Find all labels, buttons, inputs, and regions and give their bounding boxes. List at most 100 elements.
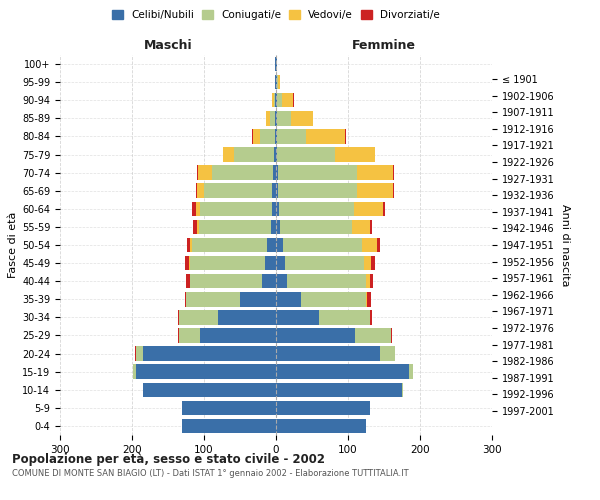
Bar: [275, 111, 276, 126]
Y-axis label: Fasce di età: Fasce di età: [8, 212, 18, 278]
Bar: [272, 93, 274, 108]
Bar: [293, 93, 294, 108]
Y-axis label: Anni di nascita: Anni di nascita: [560, 204, 570, 286]
Bar: [283, 93, 293, 108]
Bar: [366, 274, 370, 288]
Bar: [272, 202, 276, 216]
Bar: [280, 220, 352, 234]
Bar: [277, 129, 305, 144]
Bar: [276, 292, 301, 306]
Bar: [193, 202, 196, 216]
Bar: [355, 202, 383, 216]
Bar: [196, 184, 197, 198]
Bar: [276, 202, 279, 216]
Bar: [358, 166, 394, 180]
Bar: [276, 184, 278, 198]
Bar: [277, 75, 278, 90]
Bar: [269, 111, 275, 126]
Bar: [391, 328, 392, 342]
Bar: [133, 364, 136, 379]
Text: COMUNE DI MONTE SAN BIAGIO (LT) - Dati ISTAT 1° gennaio 2002 - Elaborazione TUTT: COMUNE DI MONTE SAN BIAGIO (LT) - Dati I…: [12, 469, 409, 478]
Bar: [276, 93, 277, 108]
Bar: [182, 418, 276, 433]
Bar: [187, 238, 190, 252]
Bar: [252, 129, 253, 144]
Bar: [278, 75, 280, 90]
Bar: [275, 75, 276, 90]
Bar: [196, 202, 200, 216]
Bar: [305, 129, 345, 144]
Bar: [182, 400, 276, 415]
Bar: [178, 310, 179, 324]
Bar: [276, 256, 284, 270]
Bar: [179, 328, 200, 342]
Bar: [212, 166, 273, 180]
Bar: [276, 220, 280, 234]
Text: Femmine: Femmine: [352, 40, 416, 52]
Bar: [223, 148, 234, 162]
Bar: [197, 220, 199, 234]
Legend: Celibi/Nubili, Coniugati/e, Vedovi/e, Divorziati/e: Celibi/Nubili, Coniugati/e, Vedovi/e, Di…: [110, 8, 442, 22]
Bar: [199, 220, 271, 234]
Bar: [200, 202, 272, 216]
Bar: [190, 238, 192, 252]
Bar: [192, 238, 268, 252]
Bar: [276, 75, 277, 90]
Bar: [370, 274, 373, 288]
Bar: [276, 238, 283, 252]
Bar: [262, 274, 276, 288]
Bar: [271, 220, 276, 234]
Bar: [276, 328, 355, 342]
Bar: [275, 93, 276, 108]
Bar: [178, 328, 179, 342]
Bar: [179, 310, 218, 324]
Bar: [274, 148, 276, 162]
Bar: [276, 364, 409, 379]
Bar: [367, 292, 371, 306]
Bar: [200, 328, 276, 342]
Bar: [189, 256, 190, 270]
Bar: [377, 238, 380, 252]
Bar: [268, 238, 276, 252]
Bar: [278, 166, 358, 180]
Bar: [185, 256, 189, 270]
Bar: [409, 364, 413, 379]
Bar: [193, 220, 197, 234]
Bar: [276, 400, 370, 415]
Bar: [291, 111, 313, 126]
Bar: [276, 310, 319, 324]
Bar: [266, 111, 269, 126]
Bar: [136, 364, 276, 379]
Bar: [362, 238, 377, 252]
Bar: [335, 148, 374, 162]
Bar: [143, 346, 276, 361]
Bar: [284, 256, 364, 270]
Bar: [276, 129, 277, 144]
Bar: [275, 129, 276, 144]
Bar: [197, 184, 204, 198]
Bar: [279, 202, 355, 216]
Bar: [275, 57, 276, 72]
Bar: [136, 346, 143, 361]
Bar: [276, 274, 287, 288]
Bar: [272, 184, 276, 198]
Bar: [370, 310, 372, 324]
Bar: [383, 202, 385, 216]
Bar: [366, 292, 367, 306]
Bar: [277, 93, 283, 108]
Bar: [253, 129, 260, 144]
Bar: [374, 148, 376, 162]
Bar: [283, 238, 362, 252]
Bar: [371, 256, 374, 270]
Bar: [186, 292, 240, 306]
Bar: [274, 93, 275, 108]
Bar: [319, 310, 370, 324]
Bar: [355, 328, 391, 342]
Bar: [278, 184, 358, 198]
Bar: [287, 274, 366, 288]
Bar: [204, 184, 272, 198]
Bar: [240, 292, 276, 306]
Bar: [277, 148, 335, 162]
Bar: [276, 111, 277, 126]
Bar: [276, 418, 366, 433]
